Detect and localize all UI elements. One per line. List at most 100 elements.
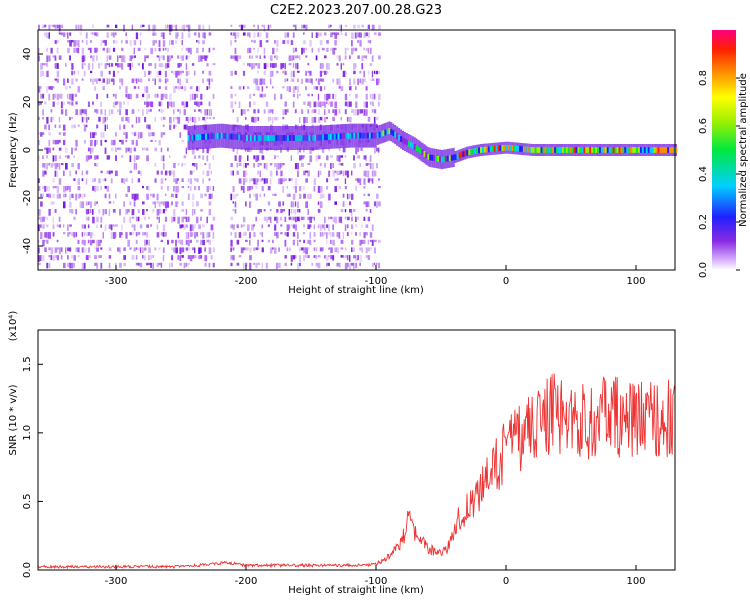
spectrogram-noise-cell	[83, 116, 86, 121]
spectrogram-noise-cell	[319, 70, 322, 77]
spectrogram-noise-cell	[355, 32, 357, 39]
spectrogram-noise-cell	[267, 186, 271, 191]
spectrogram-noise-cell	[349, 86, 352, 91]
spectrogram-noise-cell	[185, 216, 188, 222]
spectrogram-noise-cell	[313, 255, 316, 258]
spectrogram-noise-cell	[40, 232, 43, 239]
spectrogram-noise-cell	[378, 93, 381, 101]
spectrogram-noise-cell	[342, 193, 345, 198]
spectrogram-noise-cell	[50, 109, 53, 113]
spectrogram-noise-cell	[299, 116, 301, 123]
spectrogram-peak-cell	[351, 132, 354, 139]
spectrogram-noise-cell	[196, 47, 199, 53]
spectrogram-noise-cell	[181, 163, 183, 167]
spectrogram-noise-cell	[371, 262, 374, 267]
spectrogram-peak-cell	[602, 147, 606, 153]
spectrogram-noise-cell	[257, 155, 260, 161]
spectrogram-noise-cell	[119, 86, 121, 90]
spectrogram-noise-cell	[106, 116, 108, 121]
spectrogram-noise-cell	[276, 47, 279, 52]
spectrogram-noise-cell	[261, 178, 264, 181]
spectrogram-noise-cell	[245, 170, 248, 175]
spectrogram-noise-cell	[177, 32, 179, 37]
spectrogram-noise-cell	[274, 55, 276, 59]
spectrogram-noise-cell	[355, 216, 357, 223]
spectrogram-peak-cell	[380, 131, 383, 137]
spectrogram-noise-cell	[164, 86, 168, 90]
spectrogram-noise-cell	[52, 155, 55, 162]
spectrogram-noise-cell	[319, 32, 322, 37]
spectrogram-noise-cell	[200, 109, 202, 114]
spectrogram-noise-cell	[100, 255, 102, 258]
spectrogram-peak-cell	[230, 133, 233, 140]
spectrogram-noise-cell	[326, 186, 329, 190]
spectrogram-noise-cell	[200, 232, 202, 235]
spectrogram-noise-cell	[52, 163, 55, 166]
spectrogram-noise-cell	[321, 116, 324, 122]
spectrogram-noise-cell	[183, 124, 187, 130]
spectrogram-noise-cell	[269, 170, 273, 177]
spectrogram-noise-cell	[313, 186, 316, 192]
spectrogram-noise-cell	[257, 63, 261, 69]
spectrogram-noise-cell	[77, 163, 80, 170]
spectrogram-noise-cell	[58, 193, 61, 199]
spectrogram-noise-cell	[247, 163, 250, 166]
spectrogram-noise-cell	[317, 186, 321, 193]
spectrogram-noise-cell	[288, 224, 291, 230]
spectrogram-peak-cell	[296, 135, 299, 141]
spectrogram-noise-cell	[108, 201, 112, 204]
spectrogram-noise-cell	[92, 178, 95, 183]
spectrogram-noise-cell	[183, 262, 186, 269]
spectrogram-noise-cell	[263, 47, 266, 55]
spectrogram-peak-cell	[663, 147, 666, 153]
spectrogram-noise-cell	[185, 70, 188, 77]
spectrogram-noise-cell	[52, 147, 55, 151]
spectrogram-noise-cell	[108, 109, 111, 117]
spectrogram-noise-cell	[152, 255, 155, 258]
spectrogram-noise-cell	[344, 178, 347, 184]
spectrogram-peak-cell	[205, 133, 208, 140]
spectrogram-noise-cell	[208, 201, 212, 206]
spectrogram-noise-cell	[251, 116, 254, 123]
spectrogram-noise-cell	[54, 186, 57, 189]
spectrogram-noise-cell	[309, 224, 312, 228]
spectrogram-noise-cell	[71, 78, 74, 85]
spectrogram-noise-cell	[77, 239, 80, 244]
spectrogram-noise-cell	[181, 101, 184, 106]
spectrogram-noise-cell	[135, 155, 139, 160]
spectrogram-noise-cell	[247, 247, 249, 251]
spectrogram-noise-cell	[48, 255, 51, 258]
spectrogram-noise-cell	[52, 201, 55, 205]
spectrogram-peak-cell	[248, 135, 251, 141]
spectrogram-peak-cell	[591, 147, 594, 153]
spectrogram-noise-cell	[340, 209, 344, 213]
spectrogram-noise-cell	[85, 255, 89, 260]
spectrogram-noise-cell	[317, 32, 320, 37]
spectrogram-noise-cell	[87, 147, 90, 152]
spectrogram-noise-cell	[280, 163, 283, 168]
spectrogram-noise-cell	[326, 262, 329, 267]
spectrogram-peak-cell	[587, 147, 590, 153]
spectrogram-noise-cell	[324, 70, 327, 75]
spectrogram-noise-cell	[152, 32, 155, 36]
spectrogram-noise-cell	[324, 32, 327, 36]
spectrogram-noise-cell	[367, 193, 370, 197]
spectrogram-peak-cell	[240, 134, 243, 141]
spectrogram-noise-cell	[234, 70, 237, 75]
spectrogram-peak-cell	[251, 135, 254, 141]
spectrogram-noise-cell	[106, 24, 110, 28]
spectrogram-noise-cell	[171, 262, 173, 268]
spectrogram-noise-cell	[363, 193, 366, 196]
spectrogram-noise-cell	[274, 232, 277, 237]
spectrogram-noise-cell	[100, 63, 103, 66]
spectrogram-noise-cell	[351, 224, 354, 230]
spectrogram-noise-cell	[212, 116, 215, 120]
spectrogram-peak-cell	[314, 134, 317, 141]
spectrogram-peak-cell	[339, 133, 342, 140]
spectrogram-noise-cell	[212, 47, 215, 51]
spectrogram-noise-cell	[171, 255, 174, 261]
spectrogram-noise-cell	[38, 239, 40, 244]
spectrogram-noise-cell	[63, 139, 66, 145]
spectrogram-noise-cell	[46, 193, 49, 197]
spectrogram-noise-cell	[56, 224, 59, 227]
